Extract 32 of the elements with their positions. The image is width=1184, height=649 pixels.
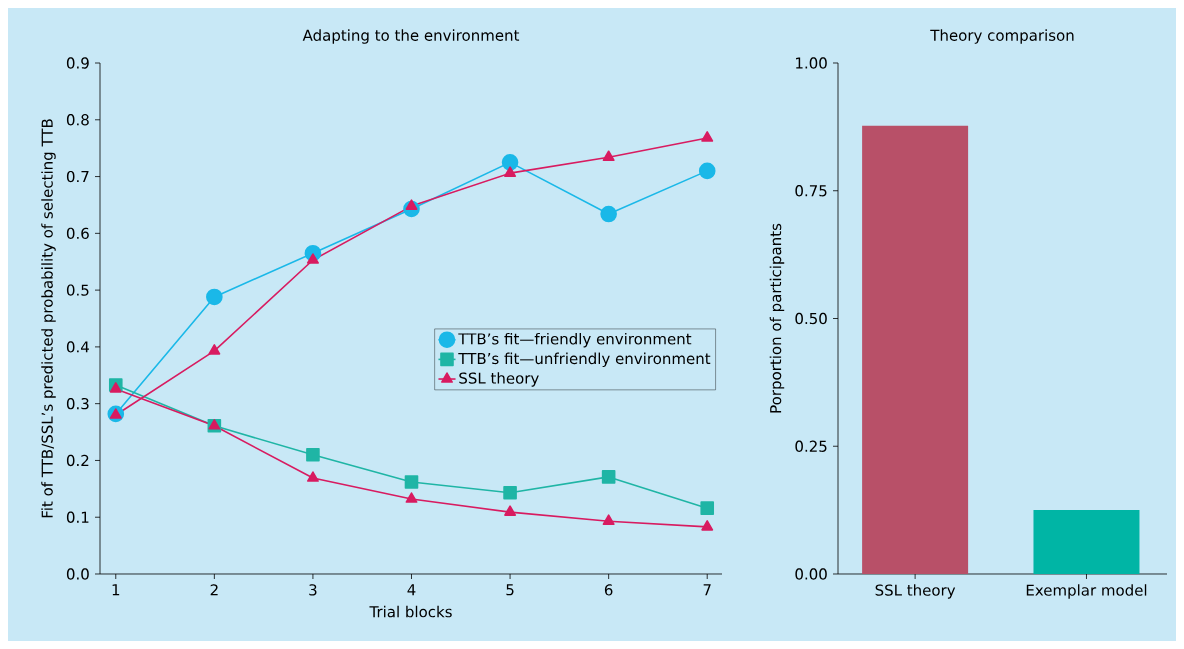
legend-label: TTB’s fit—friendly environment xyxy=(458,332,692,348)
x-tick-label: 7 xyxy=(703,584,711,596)
y-tick-label: 0.00 xyxy=(795,568,827,580)
y-tick-label: 0.3 xyxy=(66,398,89,410)
chart-title: Theory comparison xyxy=(930,29,1074,44)
x-tick-label: Exemplar model xyxy=(1026,584,1147,599)
y-tick-label: 0.5 xyxy=(66,284,89,296)
y-tick-label: 0.0 xyxy=(66,568,89,580)
x-tick-label: 3 xyxy=(309,584,317,596)
x-tick-label: 6 xyxy=(604,584,613,596)
legend-label: SSL theory xyxy=(459,372,539,387)
chart-title: Adapting to the environment xyxy=(302,29,520,44)
y-tick-label: 0.9 xyxy=(66,57,89,69)
y-tick-label: 0.6 xyxy=(66,227,89,240)
y-axis-title: Fit of TTB/SSL’s predicted probability of selecting TTB xyxy=(41,119,56,518)
y-tick-label: 1.00 xyxy=(796,57,827,69)
x-tick-label: 1 xyxy=(112,584,120,596)
y-tick-label: 0.8 xyxy=(66,114,89,126)
x-axis-title: Trial blocks xyxy=(369,605,452,618)
y-tick-label: 0.50 xyxy=(795,312,827,325)
y-tick-label: 0.4 xyxy=(66,341,89,353)
x-tick-label: 4 xyxy=(407,584,416,596)
y-axis-title: Porportion of participants xyxy=(769,223,785,413)
y-tick-label: 0.25 xyxy=(795,440,827,452)
y-tick-label: 0.7 xyxy=(66,170,89,183)
y-tick-label: 0.1 xyxy=(66,511,89,523)
legend-label: TTB’s fit—unfriendly environment xyxy=(458,352,711,368)
x-tick-label: SSL theory xyxy=(875,584,956,599)
y-tick-label: 0.2 xyxy=(66,454,89,467)
x-tick-label: 2 xyxy=(210,584,218,596)
x-tick-label: 5 xyxy=(506,584,514,596)
y-tick-label: 0.75 xyxy=(795,185,827,197)
